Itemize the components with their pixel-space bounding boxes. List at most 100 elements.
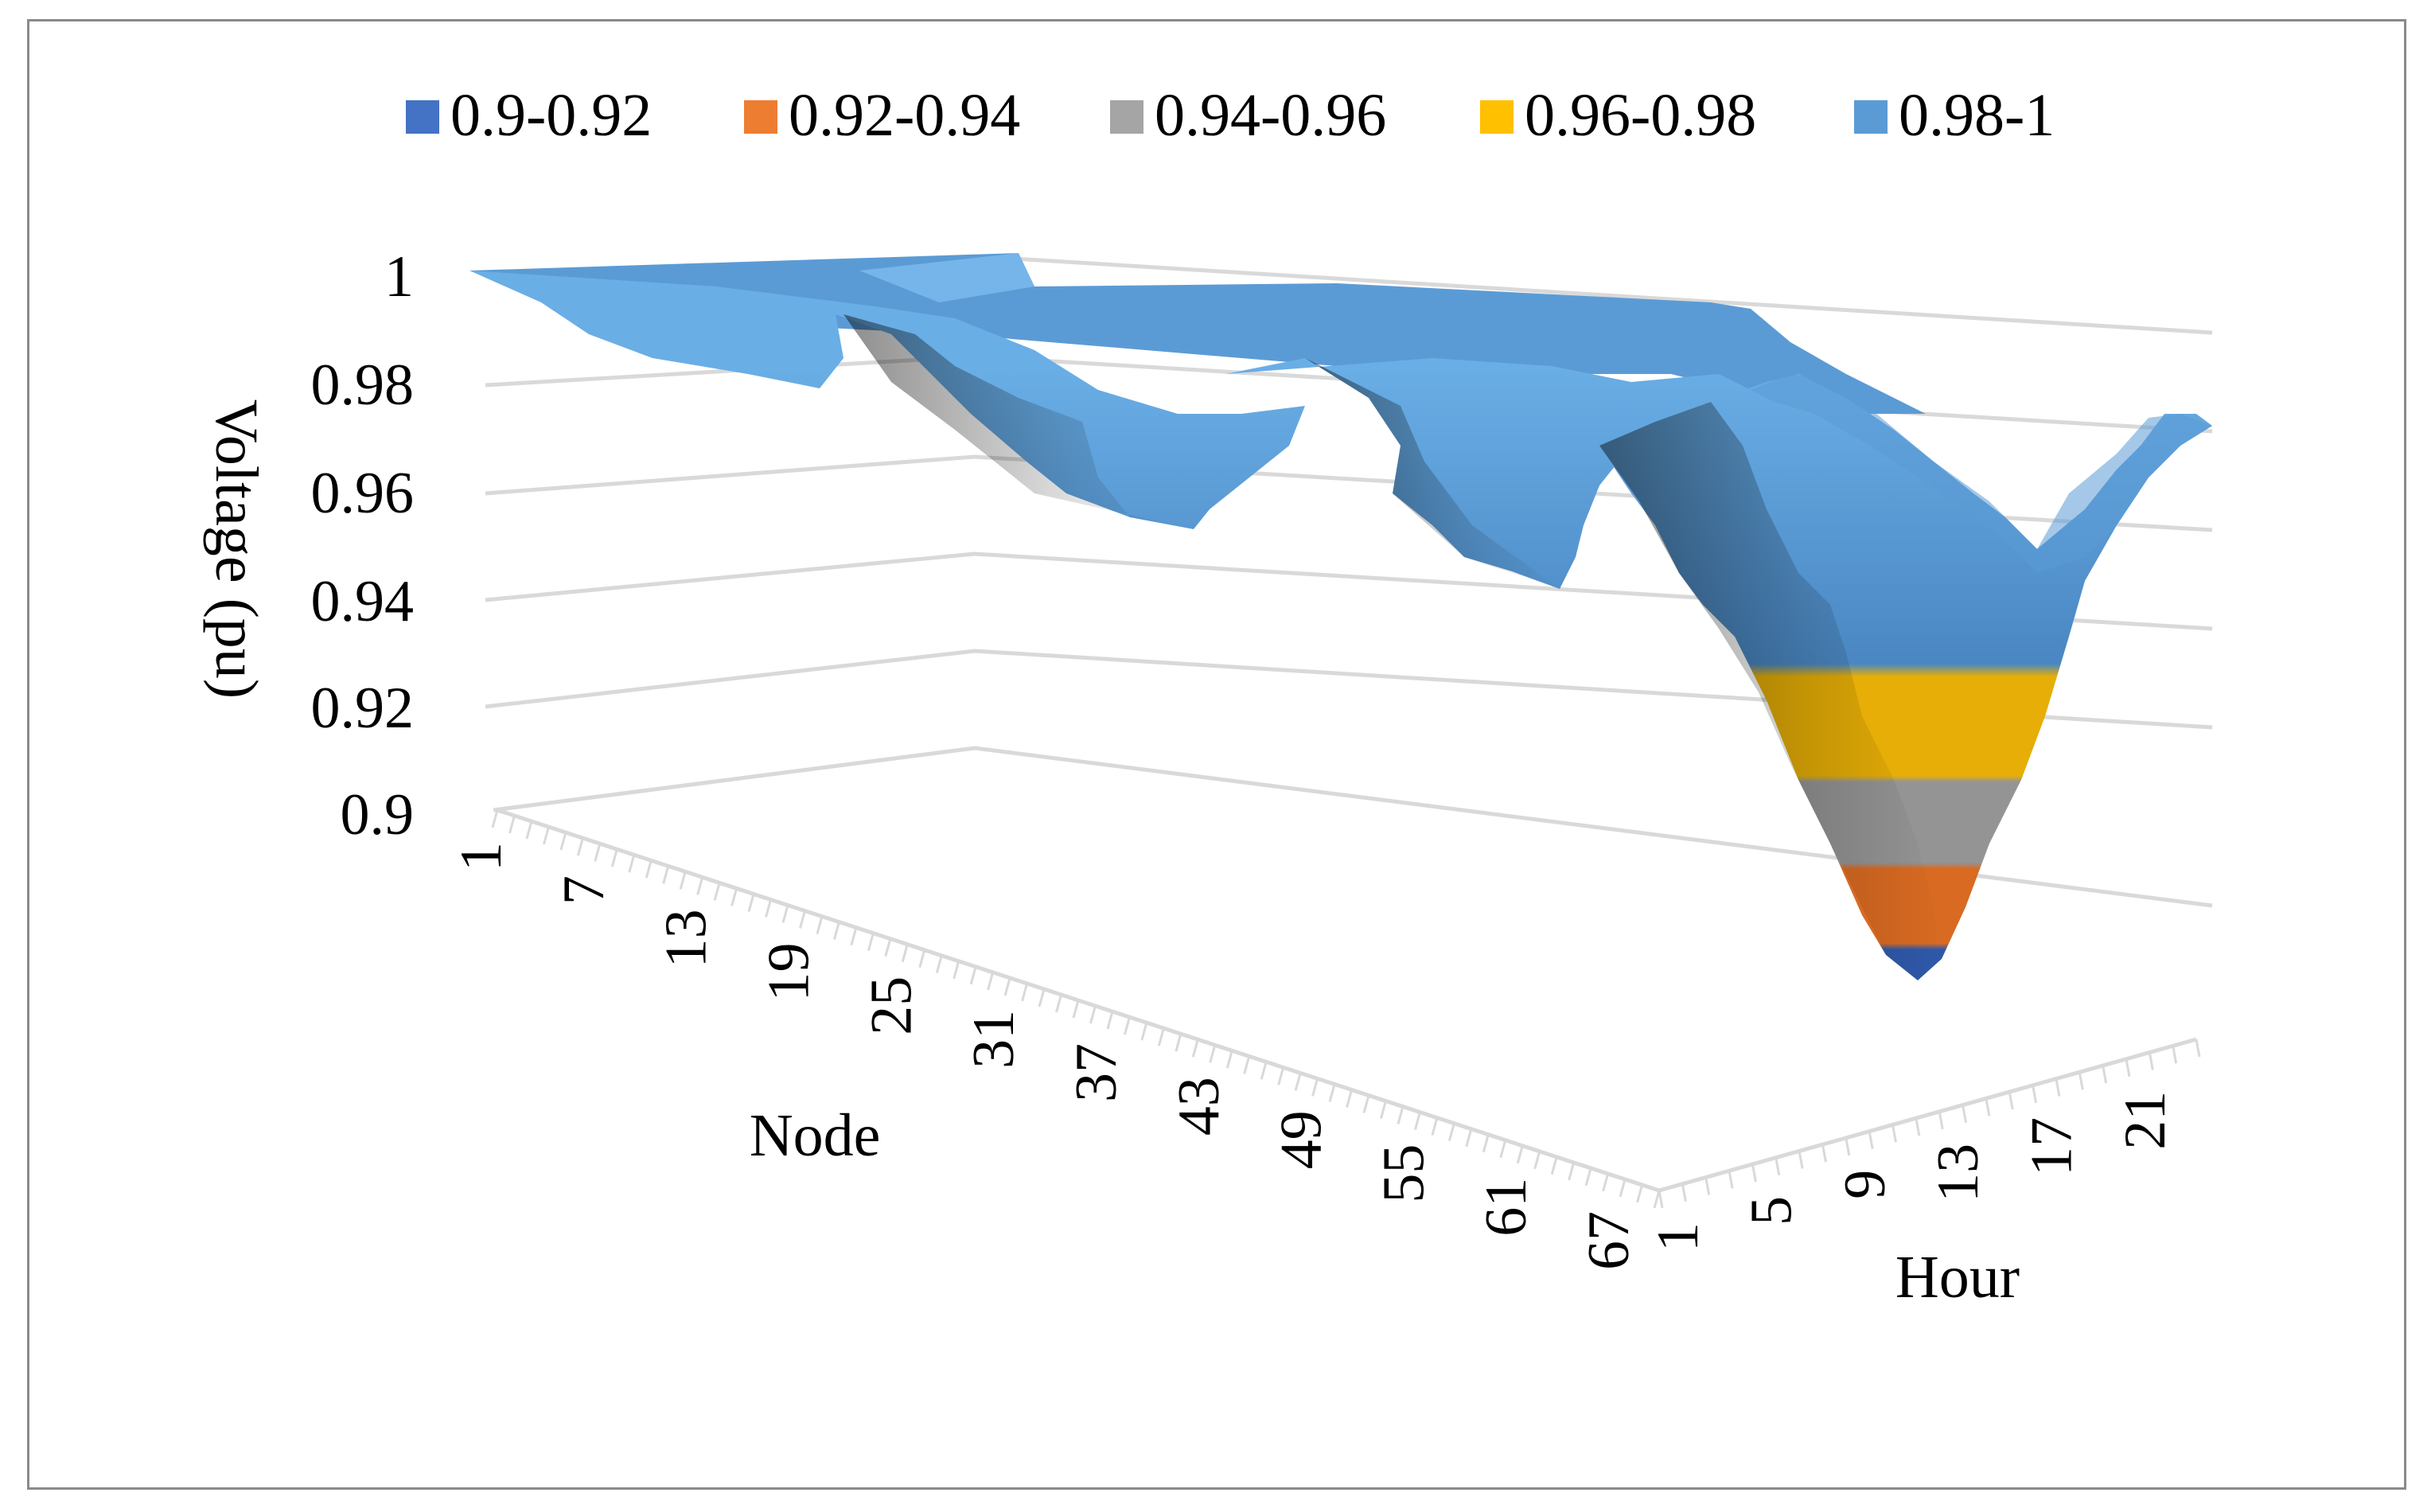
node-tick-mark xyxy=(1243,1055,1251,1074)
node-tick-mark xyxy=(1397,1106,1405,1124)
hour-tick-mark xyxy=(2008,1091,2014,1110)
node-axis-tick-labels: 1 7 13 19 25 31 37 43 49 55 61 67 xyxy=(449,842,1642,1270)
hour-tick-mark xyxy=(1775,1157,1781,1175)
node-tick-mark xyxy=(884,938,892,957)
node-tick-mark xyxy=(1157,1027,1165,1046)
hour-tick-mark xyxy=(1658,1190,1664,1209)
legend-label: 0.96-0.98 xyxy=(1525,82,1756,149)
node-tick-label: 49 xyxy=(1269,1110,1334,1169)
node-tick-mark xyxy=(918,949,926,968)
node-tick-mark xyxy=(696,876,704,895)
hour-tick-mark xyxy=(1751,1163,1757,1183)
node-tick-mark xyxy=(576,837,584,856)
node-axis-title: Node xyxy=(750,1102,881,1169)
hour-tick-mark xyxy=(1938,1111,1944,1130)
node-tick-mark xyxy=(1447,1123,1455,1142)
node-tick-mark xyxy=(1482,1134,1490,1153)
legend-label: 0.9-0.92 xyxy=(450,82,652,149)
node-tick-mark xyxy=(508,815,516,834)
node-tick-mark xyxy=(850,927,858,946)
voltage-surface xyxy=(469,253,2212,980)
node-tick-mark xyxy=(765,899,772,918)
surface-dip2-shadow xyxy=(1305,358,1560,589)
surface-top-ridge xyxy=(1751,374,2212,573)
node-tick-mark xyxy=(1038,988,1046,1007)
surface-dip1-shadow xyxy=(843,314,1194,529)
hour-tick-mark xyxy=(1821,1144,1827,1163)
hour-tick-label: 5 xyxy=(1739,1196,1804,1226)
node-tick-mark xyxy=(1260,1061,1268,1080)
hour-tick-label: 1 xyxy=(1646,1222,1711,1252)
node-tick-mark xyxy=(1055,994,1062,1013)
z-tick-label: 0.98 xyxy=(311,353,415,418)
surface-dip2 xyxy=(1225,358,1751,589)
node-tick-mark xyxy=(987,972,995,991)
node-tick-mark xyxy=(832,922,840,940)
node-tick-mark xyxy=(610,848,618,867)
node-tick-mark xyxy=(1089,1005,1097,1024)
node-tick-mark xyxy=(1003,977,1011,996)
node-tick-mark xyxy=(1328,1084,1336,1102)
node-tick-mark xyxy=(645,859,653,879)
legend-swatch xyxy=(1480,100,1514,134)
z-tick-label: 0.96 xyxy=(311,461,415,526)
node-tick-mark xyxy=(953,961,960,980)
node-tick-mark xyxy=(1431,1117,1439,1136)
node-tick-mark xyxy=(1653,1190,1661,1209)
node-tick-label: 43 xyxy=(1167,1077,1232,1136)
hour-tick-mark xyxy=(2102,1065,2108,1084)
node-tick-mark xyxy=(491,809,499,828)
node-tick-mark xyxy=(1209,1044,1217,1063)
node-tick-mark xyxy=(662,865,670,884)
node-tick-label: 61 xyxy=(1474,1178,1539,1237)
node-tick-label: 7 xyxy=(551,875,617,905)
z-axis-title: Voltage (pu) xyxy=(203,399,270,699)
node-tick-mark xyxy=(730,888,738,906)
hour-tick-mark xyxy=(1798,1151,1804,1169)
node-tick-label: 55 xyxy=(1371,1144,1436,1203)
node-tick-mark xyxy=(559,832,567,851)
hour-tick-mark xyxy=(1962,1105,1967,1123)
node-tick-mark xyxy=(935,955,943,974)
node-tick-label: 25 xyxy=(859,976,924,1035)
hour-tick-mark xyxy=(2148,1052,2154,1070)
node-tick-mark xyxy=(542,826,550,845)
legend: 0.9-0.92 0.92-0.94 0.94-0.96 0.96-0.98 0.98-… xyxy=(406,82,2055,149)
node-tick-mark xyxy=(1568,1162,1576,1181)
node-tick-mark xyxy=(594,843,602,862)
hour-axis-title: Hour xyxy=(1895,1244,2020,1311)
node-tick-mark xyxy=(747,894,755,912)
legend-swatch xyxy=(406,100,439,134)
node-tick-mark xyxy=(1619,1179,1627,1198)
node-tick-mark xyxy=(1380,1101,1387,1119)
hour-tick-label: 9 xyxy=(1833,1170,1898,1199)
hour-tick-mark xyxy=(2032,1085,2038,1104)
node-tick-mark xyxy=(1602,1173,1610,1192)
node-tick-mark xyxy=(901,944,909,963)
hour-tick-label: 21 xyxy=(2113,1091,2178,1150)
node-tick-mark xyxy=(628,854,636,873)
node-tick-mark xyxy=(1584,1167,1592,1187)
hour-tick-mark xyxy=(1681,1183,1687,1202)
surface-back-light xyxy=(859,253,1034,302)
node-tick-mark xyxy=(1294,1072,1302,1091)
hour-tick-mark xyxy=(1845,1137,1851,1156)
node-axis-ticks xyxy=(491,809,1661,1209)
hour-tick-mark xyxy=(2125,1058,2131,1077)
hour-tick-mark xyxy=(1985,1098,1991,1116)
node-tick-mark xyxy=(1311,1078,1319,1097)
legend-swatch xyxy=(744,100,777,134)
hour-tick-mark xyxy=(2195,1039,2201,1058)
node-tick-mark xyxy=(1362,1095,1370,1113)
node-tick-mark xyxy=(1106,1011,1114,1030)
hour-tick-mark xyxy=(1915,1117,1921,1136)
node-tick-mark xyxy=(1499,1140,1507,1159)
node-tick-mark xyxy=(781,905,789,923)
node-tick-mark xyxy=(1140,1022,1148,1041)
hour-tick-mark xyxy=(2172,1045,2178,1064)
z-tick-label: 0.9 xyxy=(341,782,415,848)
z-axis-tick-labels: 1 0.98 0.96 0.94 0.92 0.9 xyxy=(311,244,415,848)
node-tick-mark xyxy=(713,882,721,901)
hour-tick-mark xyxy=(2055,1078,2061,1097)
